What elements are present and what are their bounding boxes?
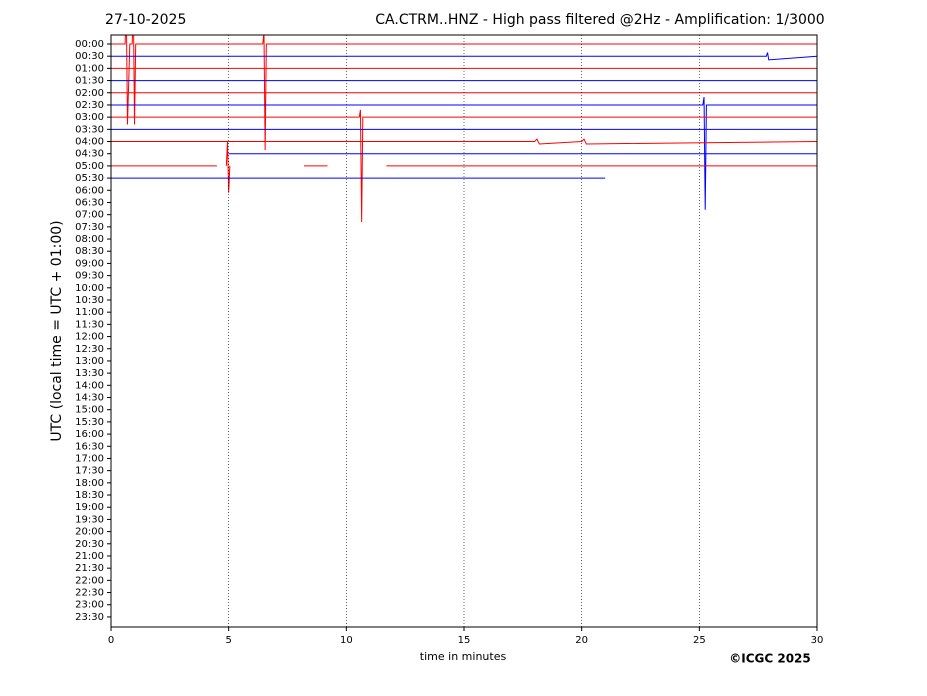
credit: ©ICGC 2025 xyxy=(729,652,811,666)
x-tick-label: 5 xyxy=(225,635,231,646)
y-tick-label: 17:00 xyxy=(75,453,104,464)
y-tick-label: 14:00 xyxy=(75,380,104,391)
y-tick-label: 12:30 xyxy=(75,344,104,355)
chart-title: CA.CTRM..HNZ - High pass filtered @2Hz -… xyxy=(375,12,824,28)
y-tick-label: 02:30 xyxy=(75,100,104,111)
y-tick-label: 19:30 xyxy=(75,514,104,525)
x-tick-label: 15 xyxy=(458,635,471,646)
trace xyxy=(111,52,817,61)
y-tick-label: 23:30 xyxy=(75,612,104,623)
y-tick-label: 20:00 xyxy=(75,527,104,538)
y-tick-label: 04:30 xyxy=(75,149,104,160)
y-tick-label: 08:30 xyxy=(75,246,104,257)
y-tick-label: 20:30 xyxy=(75,539,104,550)
y-tick-label: 01:00 xyxy=(75,63,104,74)
y-tick-label: 12:00 xyxy=(75,332,104,343)
trace xyxy=(111,138,817,145)
y-tick-label: 18:00 xyxy=(75,478,104,489)
y-tick-label: 10:00 xyxy=(75,283,104,294)
y-tick-label: 09:00 xyxy=(75,258,104,269)
y-tick-label: 10:30 xyxy=(75,295,104,306)
y-tick-label: 22:00 xyxy=(75,575,104,586)
x-axis-label: time in minutes xyxy=(420,650,507,663)
y-tick-label: 05:30 xyxy=(75,173,104,184)
y-tick-label: 06:30 xyxy=(75,197,104,208)
y-tick-label: 00:30 xyxy=(75,51,104,62)
y-tick-label: 11:30 xyxy=(75,319,104,330)
y-axis-label: UTC (local time = UTC + 01:00) xyxy=(49,220,65,441)
trace xyxy=(111,109,817,222)
y-tick-label: 21:00 xyxy=(75,551,104,562)
y-tick-label: 13:30 xyxy=(75,368,104,379)
date: 27-10-2025 xyxy=(105,12,186,28)
y-tick-label: 13:00 xyxy=(75,356,104,367)
x-tick-label: 30 xyxy=(811,635,824,646)
y-tick-label: 23:00 xyxy=(75,600,104,611)
y-tick-label: 17:30 xyxy=(75,466,104,477)
y-tick-label: 14:30 xyxy=(75,393,104,404)
y-tick-label: 06:00 xyxy=(75,185,104,196)
y-tick-label: 21:30 xyxy=(75,563,104,574)
x-tick-label: 10 xyxy=(340,635,353,646)
y-tick-label: 07:00 xyxy=(75,210,104,221)
y-tick-label: 15:00 xyxy=(75,405,104,416)
y-tick-label: 18:30 xyxy=(75,490,104,501)
plot-area xyxy=(111,35,817,222)
y-tick-label: 16:30 xyxy=(75,441,104,452)
x-tick-label: 0 xyxy=(108,635,114,646)
y-tick-label: 22:30 xyxy=(75,588,104,599)
y-tick-label: 01:30 xyxy=(75,76,104,87)
y-tick-label: 19:00 xyxy=(75,502,104,513)
y-tick-label: 03:30 xyxy=(75,124,104,135)
x-tick-label: 20 xyxy=(575,635,588,646)
y-tick-label: 03:00 xyxy=(75,112,104,123)
y-tick-label: 07:30 xyxy=(75,222,104,233)
y-tick-label: 15:30 xyxy=(75,417,104,428)
x-tick-label: 25 xyxy=(693,635,706,646)
y-tick-label: 16:00 xyxy=(75,429,104,440)
y-tick-label: 09:30 xyxy=(75,271,104,282)
y-tick-label: 00:00 xyxy=(75,39,104,50)
y-tick-label: 08:00 xyxy=(75,234,104,245)
y-tick-label: 11:00 xyxy=(75,307,104,318)
plot-frame xyxy=(110,34,818,628)
trace xyxy=(111,35,817,151)
y-tick-label: 02:00 xyxy=(75,88,104,99)
y-tick-label: 05:00 xyxy=(75,161,104,172)
y-tick-label: 04:00 xyxy=(75,137,104,148)
trace xyxy=(111,141,817,193)
